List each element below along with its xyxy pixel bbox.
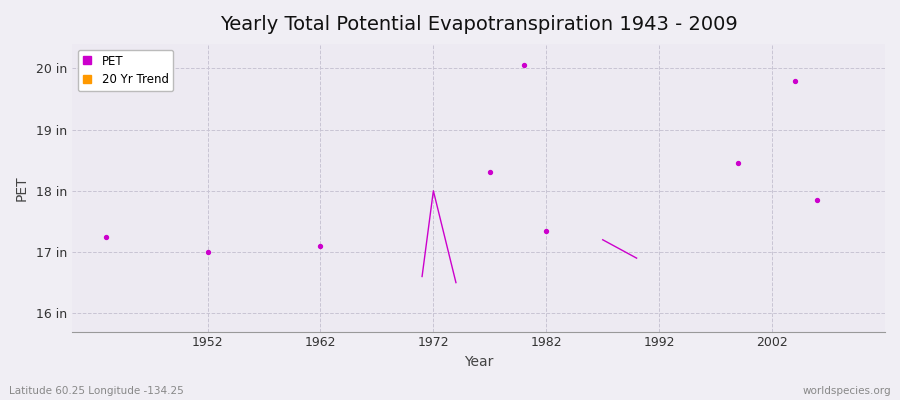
Point	[539, 227, 554, 234]
Text: worldspecies.org: worldspecies.org	[803, 386, 891, 396]
Point	[482, 169, 497, 176]
Legend: PET, 20 Yr Trend: PET, 20 Yr Trend	[78, 50, 174, 91]
Point	[517, 62, 531, 68]
Text: Latitude 60.25 Longitude -134.25: Latitude 60.25 Longitude -134.25	[9, 386, 184, 396]
X-axis label: Year: Year	[464, 355, 493, 369]
Point	[313, 243, 328, 249]
Point	[788, 78, 802, 84]
Point	[99, 234, 113, 240]
Point	[810, 197, 824, 203]
Y-axis label: PET: PET	[15, 175, 29, 200]
Title: Yearly Total Potential Evapotranspiration 1943 - 2009: Yearly Total Potential Evapotranspiratio…	[220, 15, 737, 34]
Point	[731, 160, 745, 166]
Point	[201, 249, 215, 255]
